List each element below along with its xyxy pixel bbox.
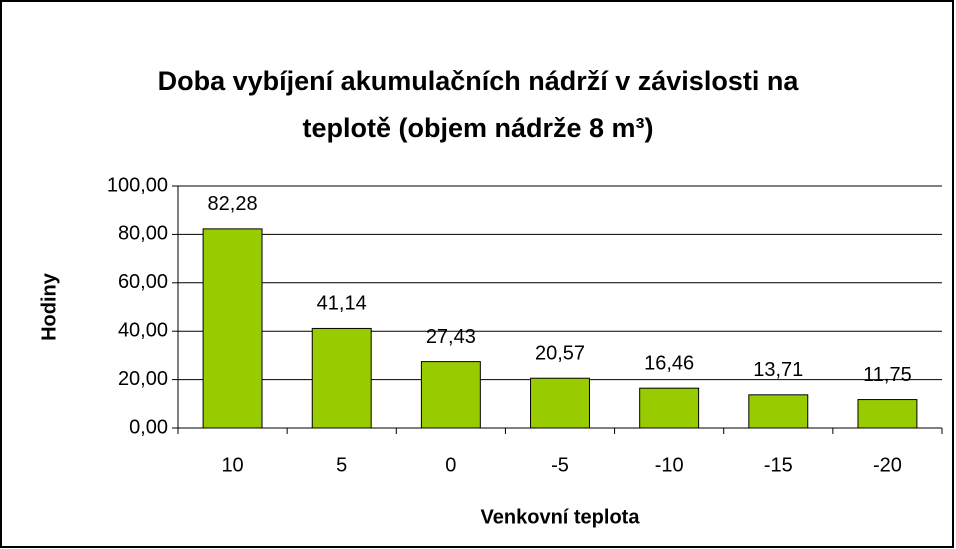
x-tick-label: -15 bbox=[764, 454, 793, 476]
bar bbox=[857, 399, 918, 429]
x-tick-label: -5 bbox=[551, 454, 569, 476]
data-label: 41,14 bbox=[317, 293, 367, 315]
bar bbox=[311, 327, 372, 429]
data-label: 20,57 bbox=[535, 343, 585, 365]
x-axis-title: Venkovní teplota bbox=[481, 506, 641, 528]
y-tick-label: 80,00 bbox=[118, 223, 168, 245]
x-tick-label: 0 bbox=[445, 454, 456, 476]
bar bbox=[202, 228, 263, 429]
y-tick-label: 0,00 bbox=[129, 416, 168, 438]
y-axis-title: Hodiny bbox=[38, 272, 60, 341]
y-tick-label: 60,00 bbox=[118, 271, 168, 293]
data-label: 82,28 bbox=[208, 193, 258, 215]
y-tick-label: 100,00 bbox=[107, 174, 168, 196]
x-tick-label: 10 bbox=[221, 454, 243, 476]
y-tick-label: 40,00 bbox=[118, 319, 168, 341]
bar bbox=[748, 394, 809, 429]
bar bbox=[530, 377, 590, 429]
data-label: 13,71 bbox=[753, 359, 803, 381]
data-label: 27,43 bbox=[426, 326, 476, 348]
data-label: 11,75 bbox=[863, 364, 912, 386]
chart-title: teplotě (objem nádrže 8 m³) bbox=[302, 113, 653, 143]
x-tick-label: -10 bbox=[655, 454, 684, 476]
bar bbox=[639, 387, 700, 429]
x-tick-label: -20 bbox=[873, 454, 902, 476]
chart-title: Doba vybíjení akumulačních nádrží v závi… bbox=[158, 66, 800, 96]
data-label: 16,46 bbox=[644, 352, 694, 374]
bar bbox=[420, 361, 481, 429]
x-tick-label: 5 bbox=[336, 454, 347, 476]
y-tick-label: 20,00 bbox=[118, 368, 168, 390]
